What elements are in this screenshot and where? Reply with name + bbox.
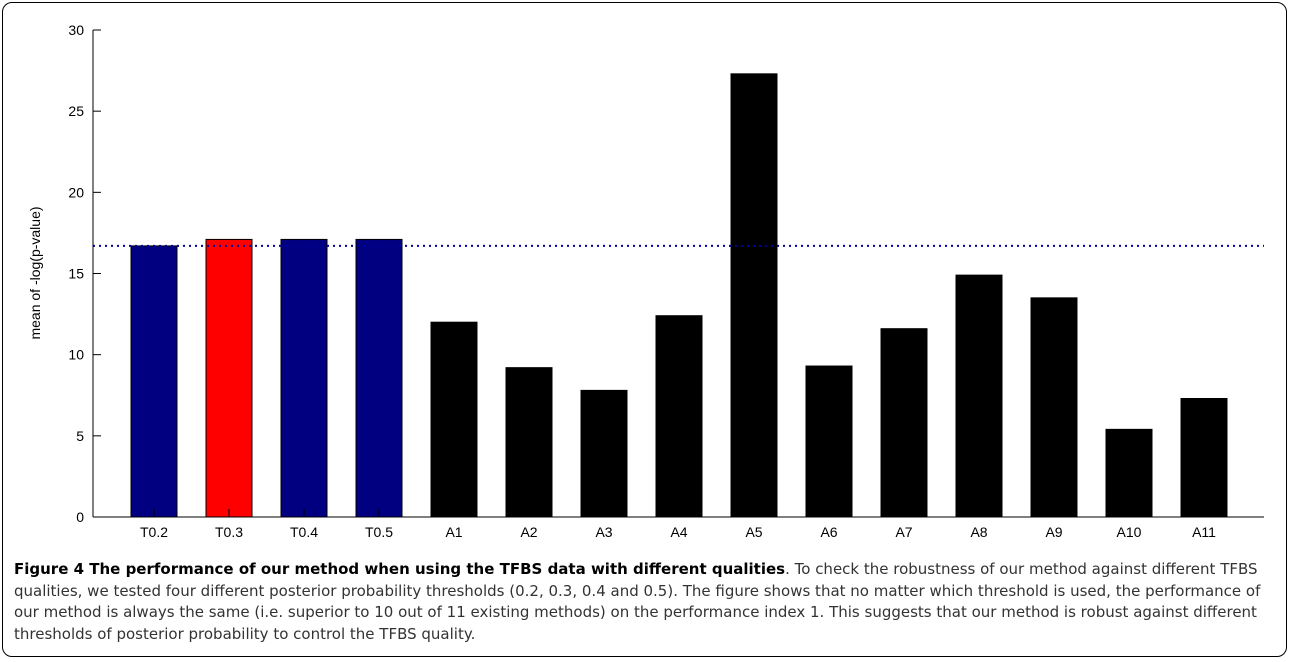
y-tick-label-15: 15 [68,266,84,282]
bar-A4 [655,315,703,518]
x-tick-label-A9: A9 [1045,524,1062,540]
bar-A10 [1105,428,1153,518]
x-tick-label-A7: A7 [895,524,912,540]
caption-title: Figure 4 The performance of our method w… [14,560,786,578]
y-tick-label-5: 5 [76,428,84,444]
bar-T0.3 [205,238,253,518]
y-tick-label-20: 20 [68,184,84,200]
bar-A9 [1030,297,1078,518]
x-tick-label-A5: A5 [745,524,762,540]
y-ticks-group: 0 5 10 15 20 25 30 [68,22,101,525]
x-tick-label-T0.4: T0.4 [290,524,318,540]
bar-A5 [730,73,778,518]
bar-T0.4 [280,238,328,518]
y-tick-label-10: 10 [68,347,84,363]
figure-caption: Figure 4 The performance of our method w… [14,559,1276,645]
x-tick-label-A1: A1 [445,524,462,540]
bars-group [130,73,1228,518]
y-tick-label-25: 25 [68,103,84,119]
bar-A3 [580,389,628,518]
x-tick-label-A4: A4 [670,524,687,540]
x-tick-label-A3: A3 [595,524,612,540]
x-tick-label-T0.2: T0.2 [140,524,168,540]
bar-chart: 0 5 10 15 20 25 30 T0.2 T0.3 T0.4 T0.5 A1 A2 A3 A4 A5 A… [27,22,1264,540]
bar-A2 [505,367,553,518]
bar-A6 [805,365,853,518]
y-tick-label-30: 30 [68,22,84,38]
bar-A1 [430,321,478,518]
x-tick-label-A6: A6 [820,524,837,540]
bar-T0.5 [355,238,403,518]
x-tick-label-A10: A10 [1117,524,1142,540]
bar-A8 [955,274,1003,518]
x-ticks-group: T0.2 T0.3 T0.4 T0.5 A1 A2 A3 A4 A5 A6 A7 A8 A9 A10 A11 [140,509,1216,540]
x-tick-label-A11: A11 [1192,524,1216,540]
x-tick-label-A8: A8 [970,524,987,540]
x-tick-label-A2: A2 [520,524,537,540]
bar-T0.2 [130,245,178,518]
x-tick-label-T0.5: T0.5 [365,524,393,540]
y-tick-label-0: 0 [76,509,84,525]
bar-A11 [1180,397,1228,518]
bar-A7 [880,328,928,518]
y-axis-label: mean of -log(p-value) [27,206,43,339]
caption-text: . To check the robustness of our method … [14,560,1261,643]
x-tick-label-T0.3: T0.3 [215,524,243,540]
